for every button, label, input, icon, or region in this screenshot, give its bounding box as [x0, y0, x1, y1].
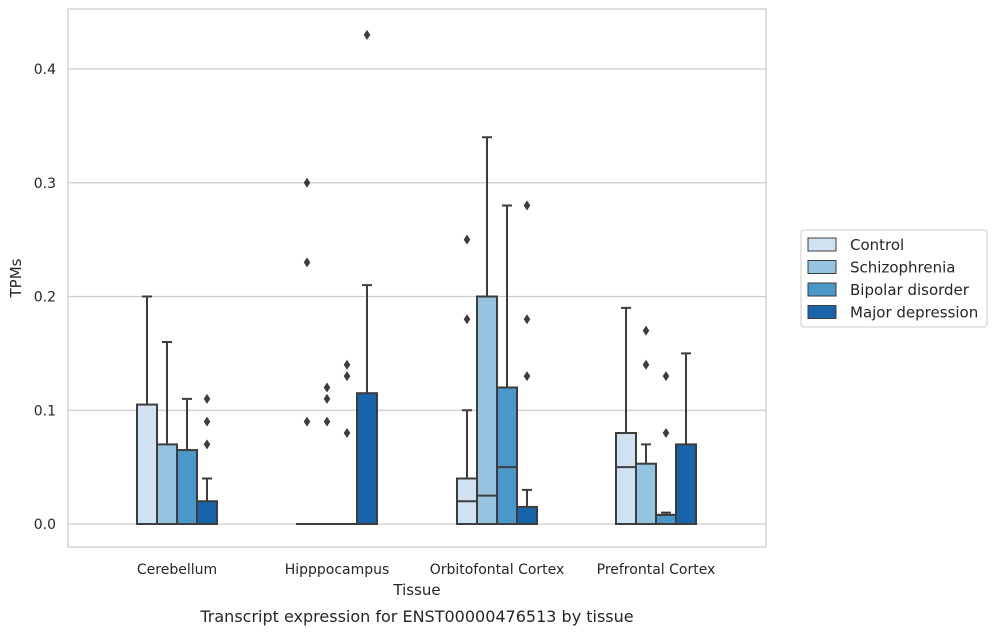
legend-swatch [807, 305, 837, 319]
box-3-1 [356, 29, 378, 525]
box-body [196, 500, 218, 525]
outlier-point [323, 416, 331, 427]
outlier-point [303, 416, 311, 427]
legend-swatch [807, 282, 837, 297]
box-body [516, 505, 538, 525]
box-body [156, 443, 178, 525]
legend-item: Major depression [807, 304, 978, 322]
x-axis-ticks: Cerebellum Hipppocampus Orbitofontal Corte… [137, 562, 715, 578]
legend-label: Schizophrenia [850, 259, 955, 277]
box-body [635, 462, 657, 525]
x-tick-label: Prefrontal Cortex [597, 562, 716, 578]
x-tick-label: Orbitofontal Cortex [430, 562, 565, 578]
outlier-point [642, 325, 650, 336]
outlier-point [203, 416, 211, 427]
outlier-point [303, 177, 311, 188]
y-axis-title: TPMs [7, 258, 25, 298]
legend-swatch [807, 260, 837, 274]
box-2-1 [336, 359, 358, 526]
x-axis-title: Tissue [392, 581, 440, 599]
box-1-0 [156, 341, 178, 525]
legend-item: Bipolar disorder [807, 281, 970, 299]
box-body [655, 513, 677, 526]
box-0-1 [296, 177, 318, 526]
box-0-2 [456, 234, 478, 525]
box-3-2 [516, 200, 538, 525]
outlier-point [363, 29, 371, 40]
box-body [356, 392, 378, 525]
outlier-point [203, 393, 211, 404]
outlier-point [203, 439, 211, 450]
box-body [476, 295, 498, 525]
outlier-point [303, 257, 311, 268]
legend-label: Control [850, 236, 904, 254]
box-2-0 [176, 397, 198, 525]
chart-caption: Transcript expression for ENST0000047651… [199, 607, 633, 626]
boxes [136, 29, 697, 526]
legend-swatch [807, 237, 837, 252]
box-1-2 [476, 136, 498, 525]
box-0-0 [136, 295, 158, 525]
box-body [136, 403, 158, 525]
legend-item: Schizophrenia [807, 259, 955, 277]
x-tick-label: Hipppocampus [285, 562, 390, 578]
y-tick-label: 0.2 [34, 290, 56, 306]
box-2-2 [496, 204, 518, 525]
legend-label: Major depression [850, 304, 978, 322]
y-axis-ticks: 0.0 0.1 0.2 0.3 0.4 [34, 62, 56, 533]
outlier-point [642, 359, 650, 370]
outlier-point [662, 371, 670, 382]
x-tick-label: Cerebellum [137, 562, 217, 578]
legend: Control Schizophrenia Bipolar disorder Majo… [800, 229, 988, 328]
outlier-point [463, 314, 471, 325]
box-body [675, 443, 697, 525]
y-tick-label: 0.0 [34, 517, 56, 533]
outlier-point [523, 200, 531, 211]
legend-label: Bipolar disorder [850, 281, 970, 299]
outlier-point [343, 371, 351, 382]
box-1-3 [635, 325, 657, 525]
y-tick-label: 0.1 [34, 403, 56, 419]
outlier-point [523, 371, 531, 382]
y-tick-label: 0.4 [34, 62, 56, 78]
box-body [176, 449, 198, 525]
box-0-3 [615, 306, 637, 525]
box-body [615, 432, 637, 525]
y-tick-label: 0.3 [34, 176, 56, 192]
outlier-point [343, 428, 351, 438]
legend-frame [800, 229, 988, 328]
outlier-point [323, 393, 331, 404]
outlier-point [463, 234, 471, 245]
outlier-point [323, 382, 331, 393]
box-1-1 [316, 382, 338, 526]
box-2-3 [655, 371, 677, 526]
box-3-0 [196, 393, 218, 525]
plot-frame [67, 8, 767, 548]
outlier-point [662, 428, 670, 438]
box-body [496, 386, 518, 525]
box-3-3 [675, 352, 697, 525]
legend-item: Control [807, 236, 904, 254]
outlier-point [523, 314, 531, 325]
outlier-point [343, 359, 351, 370]
